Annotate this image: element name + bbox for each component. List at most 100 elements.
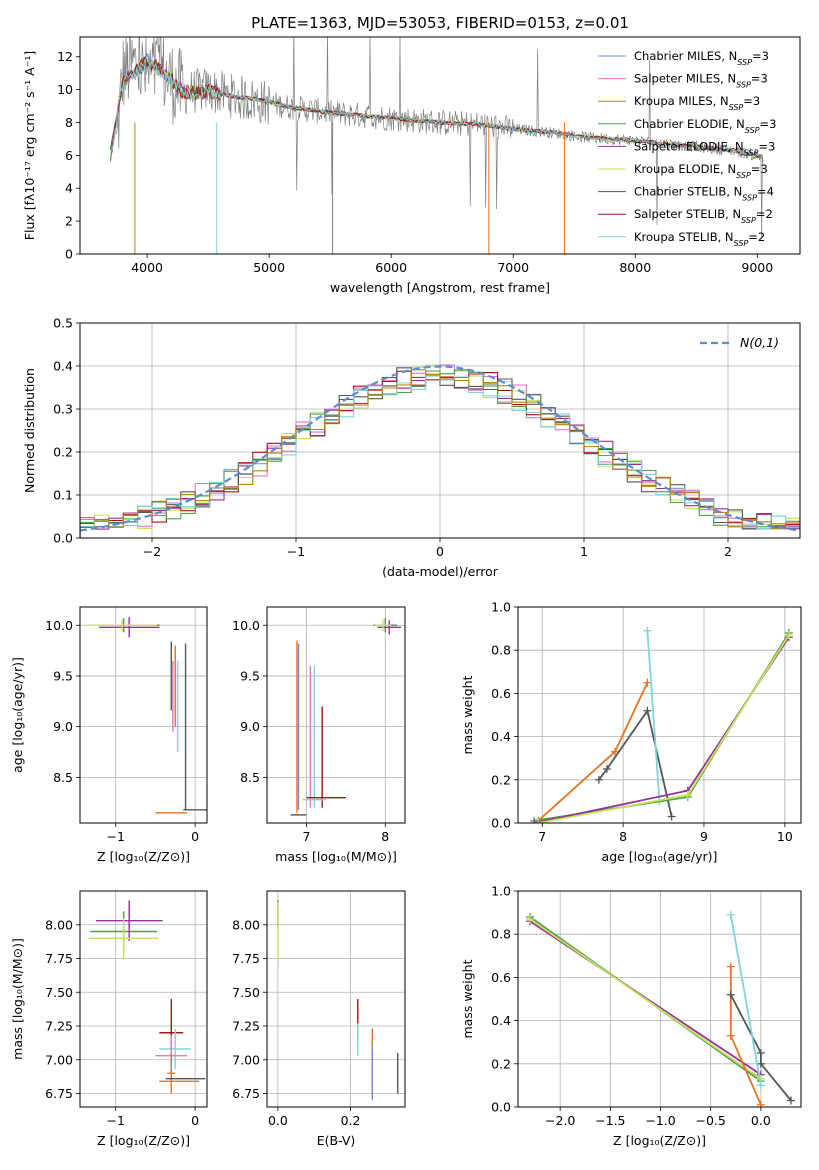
y-tick-label: 0 <box>65 247 73 262</box>
y-tick-label: 8 <box>65 115 73 130</box>
massweight-point-marker <box>643 706 652 715</box>
massweight-point-marker <box>726 1031 735 1040</box>
x-tick-label: −1.5 <box>595 1113 625 1128</box>
y-tick-label: 7.50 <box>232 985 260 1000</box>
y-tick-label: 0.0 <box>53 531 73 546</box>
y-tick-label: 8.00 <box>45 917 73 932</box>
y-tick-label: 9.5 <box>53 668 73 683</box>
axes-frame <box>79 890 208 1108</box>
y-tick-label: 7.25 <box>45 1019 73 1034</box>
massweight-point-marker <box>726 962 735 971</box>
y-tick-label: 9.5 <box>240 668 260 683</box>
age-vs-Z-chart: −1 0 8.5 9.0 9.5 10.0 Z [log₁₀(Z/Z⊙)] age [log₁… <box>10 606 208 864</box>
massweight-point-marker <box>534 819 543 823</box>
x-axis-label: Z [log₁₀(Z/Z⊙)] <box>97 1133 190 1148</box>
y-tick-label: 0.0 <box>491 816 511 831</box>
y-tick-label: 12 <box>57 49 73 64</box>
y-tick-label: 10 <box>57 82 73 97</box>
errorbar-point <box>159 1028 192 1070</box>
y-tick-label: 10.0 <box>45 618 73 633</box>
spectrum-model-line <box>110 52 562 160</box>
massweight-series-line <box>730 994 792 1102</box>
x-tick-label: 1 <box>580 544 588 559</box>
x-tick-label: 10 <box>777 829 793 844</box>
errorbar-point <box>375 619 391 632</box>
y-tick-label: 0.0 <box>491 1100 511 1115</box>
massweight-point-marker <box>756 1049 765 1057</box>
spectrum-legend: Chabrier MILES, NSSP=3 Salpeter MILES, NS… <box>598 49 776 247</box>
y-tick-label: 1.0 <box>491 600 511 615</box>
x-tick-label: 8 <box>381 829 389 844</box>
mass-vs-ebv-plot-area <box>277 900 399 1101</box>
massweight-point-marker <box>526 915 535 924</box>
y-tick-label: 6 <box>65 148 73 163</box>
y-tick-label: 0.2 <box>53 445 73 460</box>
mass-vs-ebv-chart: 0.0 0.2 6.75 7.00 7.25 7.50 7.75 8.00 E(B-V) <box>232 890 406 1148</box>
massweight-series-line <box>529 920 762 1076</box>
massweight-series-line <box>598 708 673 817</box>
errorbar-point <box>167 1053 176 1094</box>
y-tick-label: 2 <box>65 214 73 229</box>
y-tick-label: 7.50 <box>45 985 73 1000</box>
x-tick-label: −1.0 <box>645 1113 675 1128</box>
errorbar-point <box>88 918 159 959</box>
x-tick-label: 0 <box>191 1113 199 1128</box>
residual-histogram-plot-area <box>80 364 800 538</box>
errorbar-point <box>87 619 157 632</box>
massweight-series-line <box>529 918 762 1080</box>
spectrum-model-line <box>110 53 763 159</box>
age-vs-mass-plot-area <box>290 618 402 816</box>
axes-frame <box>79 322 801 539</box>
y-tick-label: 6.75 <box>45 1086 73 1101</box>
x-tick-label: 0 <box>191 829 199 844</box>
x-tick-label: 7 <box>302 829 310 844</box>
x-tick-label: 0.2 <box>341 1113 361 1128</box>
massweight-point-marker <box>786 1096 795 1105</box>
massweight-point-marker <box>643 626 652 635</box>
y-tick-label: 0.6 <box>491 970 511 985</box>
massweight-series-line <box>729 914 762 1086</box>
y-tick-label: 8.00 <box>232 917 260 932</box>
histogram-step-line <box>80 364 800 538</box>
y-tick-label: 0.3 <box>53 402 73 417</box>
y-tick-label: 10.0 <box>232 618 260 633</box>
legend-label: Kroupa MILES, NSSP=3 <box>634 94 760 112</box>
x-tick-label: −2 <box>143 544 161 559</box>
y-tick-label: 9.0 <box>240 719 260 734</box>
histogram-legend-label: N(0,1) <box>740 335 779 350</box>
massweight-point-marker <box>683 790 692 799</box>
legend-label: Salpeter ELODIE, NSSP=3 <box>634 139 775 157</box>
massweight-point-marker <box>594 775 603 784</box>
y-tick-label: 1.0 <box>491 884 511 899</box>
y-tick-label: 0.2 <box>491 1056 511 1071</box>
axes-frame <box>79 36 801 255</box>
y-tick-label: 7.00 <box>45 1052 73 1067</box>
massweight-vs-Z-chart: −2.0 −1.5 −1.0 −0.5 0.0 0.0 0.2 0.4 0.6 0.8 1.0 Z [… <box>460 884 802 1148</box>
y-tick-label: 0.8 <box>491 643 511 658</box>
massweight-series-line <box>537 682 649 822</box>
y-axis-label: mass weight <box>460 675 475 754</box>
x-tick-label: −1 <box>287 544 305 559</box>
mass-vs-Z-plot-area <box>88 900 206 1094</box>
massweight-point-marker <box>602 765 611 773</box>
massweight-vs-age-plot-area <box>530 626 793 823</box>
legend-label: Kroupa STELIB, NSSP=2 <box>634 230 765 248</box>
massweight-point-marker <box>667 812 676 821</box>
massweight-series-line <box>534 636 790 823</box>
x-axis-label: E(B-V) <box>317 1133 356 1148</box>
errorbar-point <box>377 620 402 635</box>
residual-histogram-chart: −2 −1 0 1 2 0.0 0.1 0.2 0.3 0.4 0.5 (data-model)/er… <box>22 316 801 579</box>
x-tick-label: 0 <box>436 544 444 559</box>
spectrum-plot-area <box>110 37 764 254</box>
massweight-point-marker <box>756 1100 765 1107</box>
x-axis-label: mass [log₁₀(M/M⊙)] <box>275 849 397 864</box>
x-tick-label: −0.5 <box>696 1113 726 1128</box>
legend-label: Chabrier STELIB, NSSP=4 <box>634 185 774 203</box>
legend-label: Chabrier ELODIE, NSSP=3 <box>634 117 776 135</box>
x-tick-label: 8 <box>619 829 627 844</box>
y-tick-label: 9.0 <box>53 719 73 734</box>
spectrum-model-line <box>110 57 562 161</box>
x-tick-label: −1 <box>107 1113 125 1128</box>
massweight-point-marker <box>756 1081 765 1090</box>
